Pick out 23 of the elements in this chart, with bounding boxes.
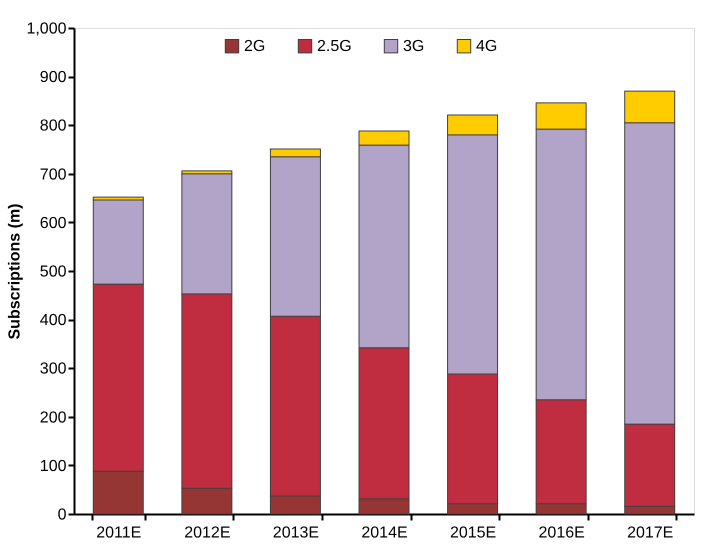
y-tick-label: 600	[40, 214, 67, 232]
y-tick-label: 100	[40, 458, 67, 475]
y-tick-label: 200	[40, 409, 67, 426]
legend-label: 3G	[403, 38, 424, 56]
legend-label: 4G	[476, 38, 498, 56]
legend-label: 2G	[244, 38, 266, 56]
x-tick-label: 2017E	[627, 524, 674, 542]
x-tick-label: 2015E	[450, 524, 496, 542]
x-tick-label: 2013E	[272, 524, 320, 542]
y-tick-label: 400	[40, 312, 67, 330]
y-tick-label: 500	[40, 264, 67, 280]
x-tick-label: 2011E	[96, 524, 142, 542]
legend-label: 2.5G	[317, 38, 352, 56]
y-tick-label: 800	[40, 118, 67, 135]
y-tick-label: 1,000	[26, 20, 67, 38]
y-tick-label: 700	[40, 166, 67, 184]
x-tick-label: 2012E	[184, 524, 230, 542]
y-tick-label: 0	[58, 506, 67, 524]
x-tick-label: 2014E	[361, 524, 408, 542]
y-axis-title: Subscriptions (m)	[6, 203, 24, 340]
x-tick-label: 2016E	[538, 524, 585, 542]
y-tick-label: 300	[40, 360, 67, 378]
y-tick-label: 900	[40, 69, 67, 86]
